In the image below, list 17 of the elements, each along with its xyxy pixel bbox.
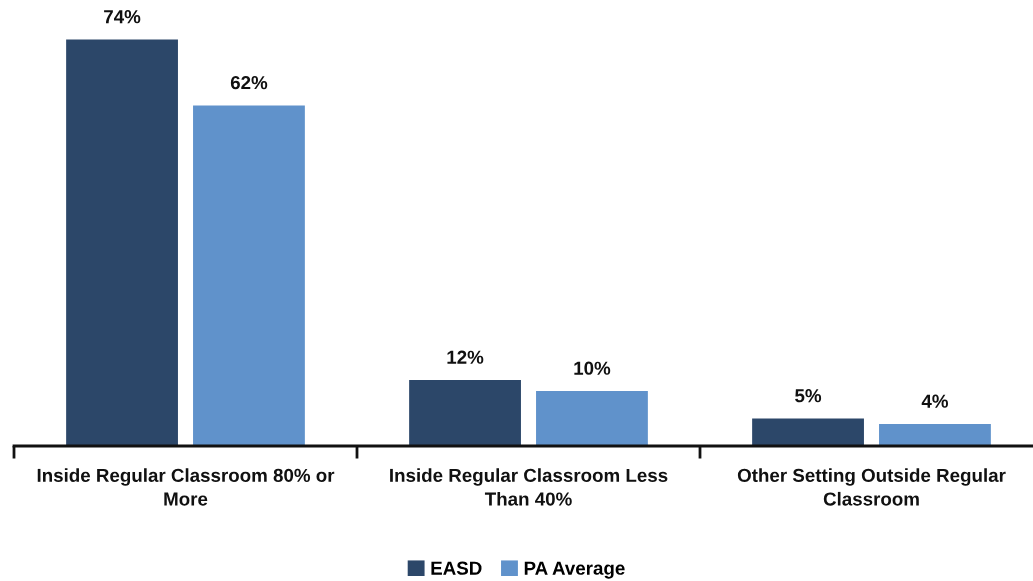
data-label: 74% xyxy=(104,10,141,24)
x-tick-label: Inside Regular Classroom 80% or More xyxy=(37,468,335,506)
bar xyxy=(193,105,305,446)
legend-label: EASD xyxy=(431,561,482,575)
data-label: 4% xyxy=(921,394,949,408)
legend-label: PA Average xyxy=(524,561,625,579)
x-tick-label: Other Setting Outside Regular Classroom xyxy=(737,468,1006,506)
bar xyxy=(536,391,648,446)
data-label: 5% xyxy=(795,389,822,403)
bar xyxy=(66,39,178,446)
bar xyxy=(879,424,991,446)
data-label: 12% xyxy=(447,350,484,364)
bar xyxy=(409,380,521,446)
x-tick-label: Inside Regular Classroom Less Than 40% xyxy=(390,468,668,506)
data-label: 62% xyxy=(230,75,268,90)
data-label: 10% xyxy=(574,361,611,375)
bar xyxy=(752,418,864,446)
